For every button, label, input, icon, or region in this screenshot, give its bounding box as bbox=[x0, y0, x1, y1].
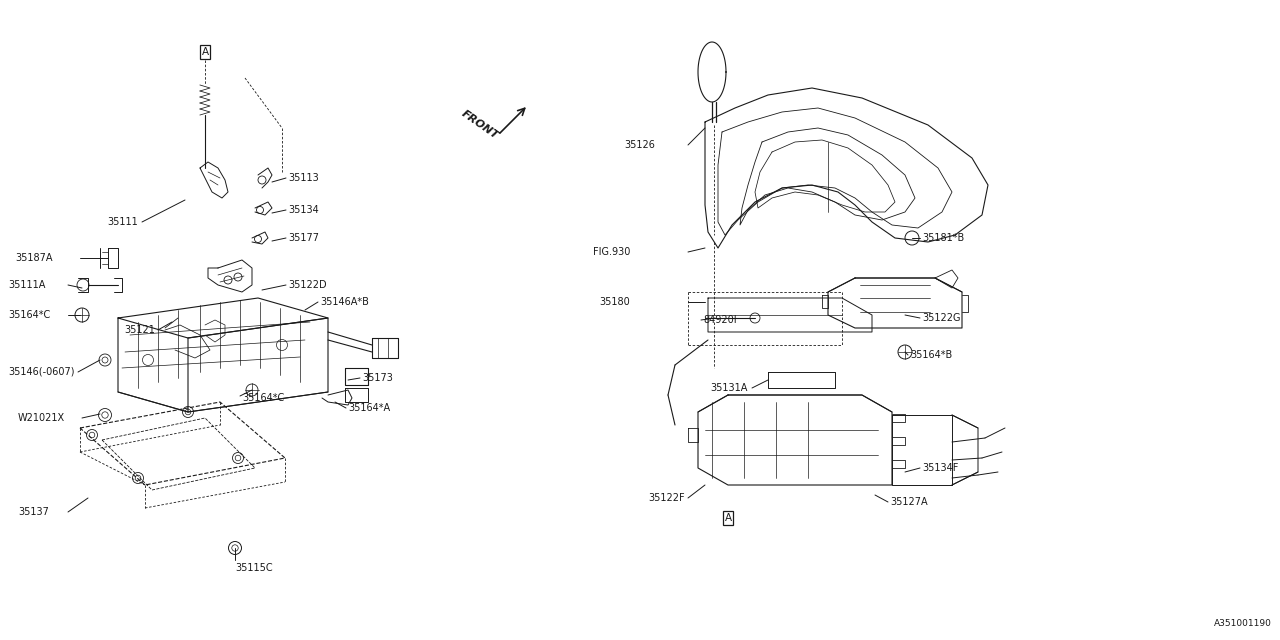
Text: 35134F: 35134F bbox=[922, 463, 959, 473]
Text: 35127A: 35127A bbox=[890, 497, 928, 507]
Text: 35164*A: 35164*A bbox=[348, 403, 390, 413]
Text: 35181*B: 35181*B bbox=[922, 233, 964, 243]
Text: 35137: 35137 bbox=[18, 507, 49, 517]
Text: 35115C: 35115C bbox=[236, 563, 273, 573]
Text: A351001190: A351001190 bbox=[1215, 619, 1272, 628]
Text: 35164*C: 35164*C bbox=[242, 393, 284, 403]
Text: FIG.930: FIG.930 bbox=[593, 247, 630, 257]
Text: A: A bbox=[201, 47, 209, 57]
Text: 35164*B: 35164*B bbox=[910, 350, 952, 360]
Text: A: A bbox=[724, 513, 732, 523]
Text: 35173: 35173 bbox=[362, 373, 393, 383]
Text: 84920I: 84920I bbox=[703, 315, 736, 325]
Text: 35126: 35126 bbox=[625, 140, 655, 150]
Text: 35122F: 35122F bbox=[649, 493, 685, 503]
Text: 35180: 35180 bbox=[599, 297, 630, 307]
Text: 35131A: 35131A bbox=[710, 383, 748, 393]
Text: 35146A*B: 35146A*B bbox=[320, 297, 369, 307]
Text: W21021X: W21021X bbox=[18, 413, 65, 423]
Text: 35111: 35111 bbox=[108, 217, 138, 227]
Text: FRONT: FRONT bbox=[460, 109, 500, 141]
Text: 35177: 35177 bbox=[288, 233, 319, 243]
Text: 35121: 35121 bbox=[124, 325, 155, 335]
Text: 35146(-0607): 35146(-0607) bbox=[8, 367, 74, 377]
Text: 35134: 35134 bbox=[288, 205, 319, 215]
Text: 35187A: 35187A bbox=[15, 253, 52, 263]
Text: 35122G: 35122G bbox=[922, 313, 960, 323]
Text: 35164*C: 35164*C bbox=[8, 310, 50, 320]
Text: 35122D: 35122D bbox=[288, 280, 326, 290]
Text: 35111A: 35111A bbox=[8, 280, 45, 290]
Text: 35113: 35113 bbox=[288, 173, 319, 183]
